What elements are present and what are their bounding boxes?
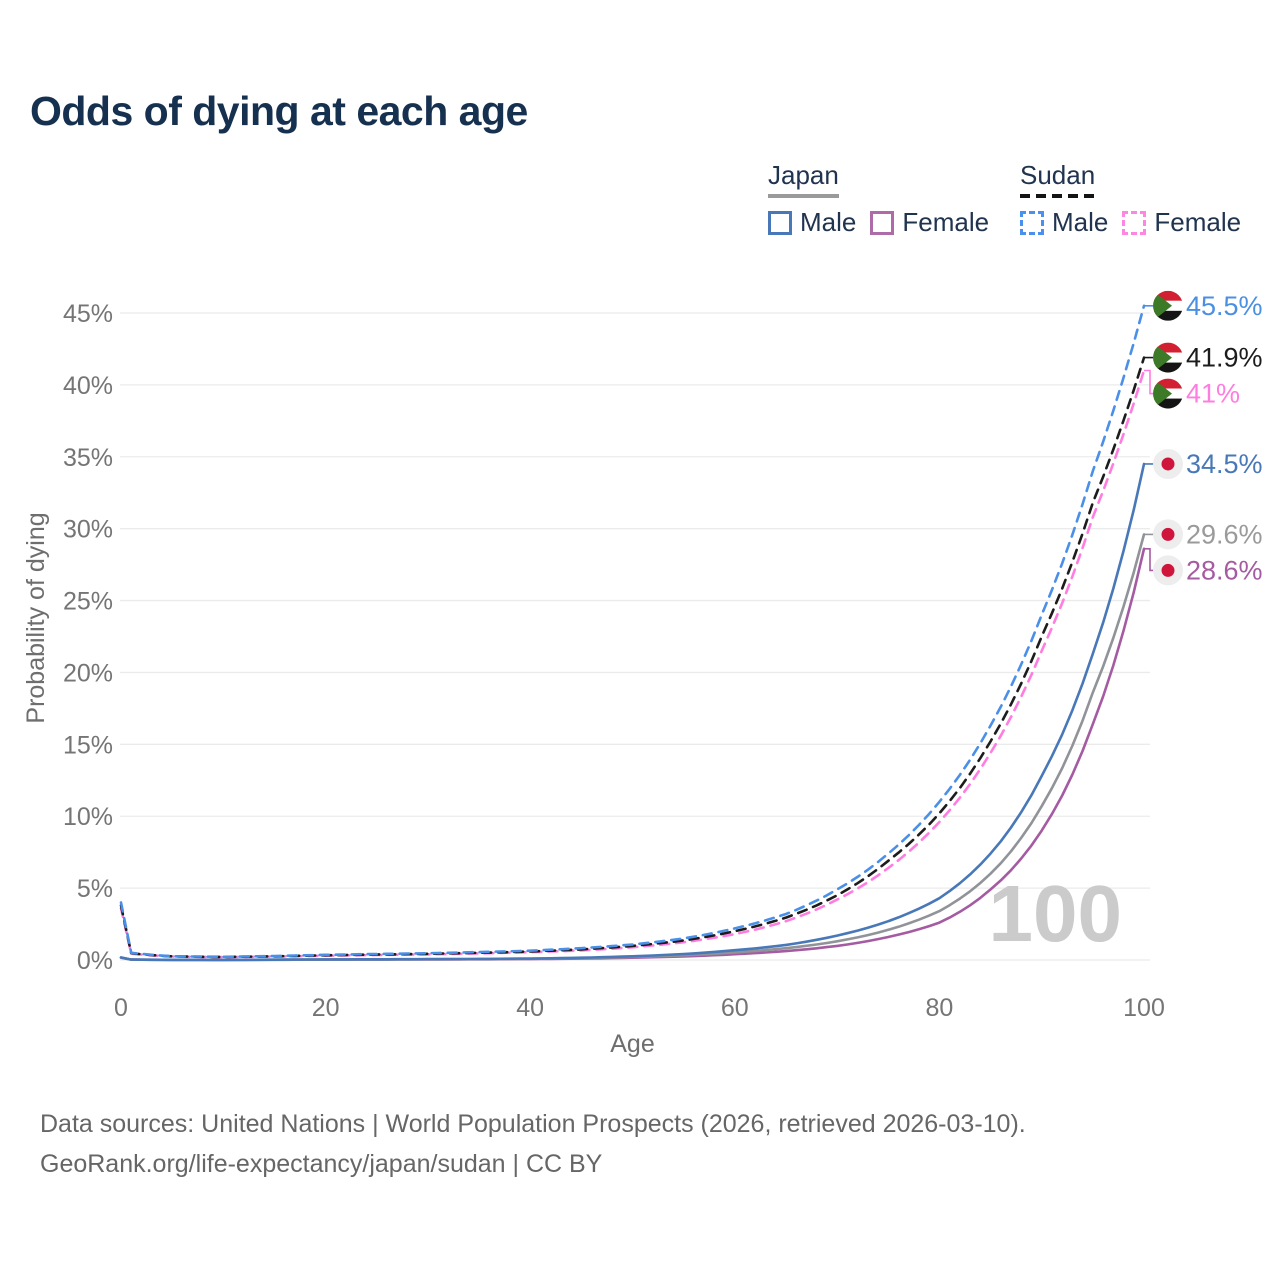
legend-group-japan-label: Japan bbox=[768, 160, 839, 190]
y-tick-label: 20% bbox=[63, 659, 113, 687]
y-tick-label: 40% bbox=[63, 372, 113, 400]
end-label-japan-male: 34.5% bbox=[1186, 449, 1263, 479]
legend-item-label: Male bbox=[1052, 207, 1109, 237]
japan-female-swatch-icon bbox=[870, 210, 895, 235]
x-tick-label: 40 bbox=[516, 994, 544, 1022]
legend-item-sudan-female[interactable]: Female bbox=[1122, 207, 1241, 238]
y-tick-label: 0% bbox=[77, 947, 113, 975]
japan-flag-icon bbox=[1153, 519, 1183, 550]
y-tick-label: 10% bbox=[63, 803, 113, 831]
legend-item-sudan-male[interactable]: Male bbox=[1020, 207, 1108, 238]
end-label-japan-female: 28.6% bbox=[1186, 555, 1263, 585]
sudan-male-swatch-icon bbox=[1020, 210, 1044, 235]
end-label-japan-both-sexes: 29.6% bbox=[1186, 519, 1263, 549]
end-label-sudan-male: 45.5% bbox=[1186, 291, 1263, 321]
japan-flag-icon bbox=[1153, 555, 1183, 586]
y-tick-label: 5% bbox=[77, 875, 113, 903]
japan-flag-icon bbox=[1153, 448, 1183, 479]
page-title: Odds of dying at each age bbox=[30, 88, 528, 134]
curve-sudan-both-sexes bbox=[119, 356, 1146, 959]
sudan-line-style-icon bbox=[1020, 194, 1096, 198]
legend-item-japan-male[interactable]: Male bbox=[768, 207, 856, 238]
x-tick-label: 60 bbox=[721, 994, 749, 1022]
chart-legend: Japan Male Female Sudan bbox=[0, 160, 1280, 250]
legend-group-sudan: Sudan Male Female bbox=[1020, 160, 1241, 238]
y-tick-label: 25% bbox=[63, 588, 113, 616]
x-tick-label: 20 bbox=[312, 994, 340, 1022]
legend-item-label: Male bbox=[800, 207, 857, 237]
x-axis-title: Age bbox=[610, 1030, 654, 1058]
sudan-flag-icon bbox=[1153, 378, 1183, 409]
age-ticker-watermark: 100 bbox=[989, 869, 1122, 958]
legend-item-japan-female[interactable]: Female bbox=[870, 207, 989, 238]
legend-group-sudan-label: Sudan bbox=[1020, 160, 1096, 190]
sudan-flag-icon bbox=[1153, 290, 1183, 321]
chart-footer: Data sources: United Nations | World Pop… bbox=[40, 1104, 1026, 1184]
x-tick-label: 100 bbox=[1123, 994, 1165, 1022]
legend-item-label: Female bbox=[1154, 207, 1242, 237]
end-label-sudan-both-sexes: 41.9% bbox=[1186, 343, 1263, 373]
legend-header-sudan: Sudan bbox=[1020, 160, 1096, 198]
end-label-sudan-female: 41% bbox=[1186, 379, 1240, 409]
curve-sudan-male bbox=[119, 304, 1146, 959]
x-tick-label: 0 bbox=[114, 994, 128, 1022]
legend-header-japan: Japan bbox=[768, 160, 839, 198]
end-label-connector bbox=[1144, 547, 1154, 572]
y-tick-label: 45% bbox=[63, 300, 113, 328]
attribution-line: GeoRank.org/life-expectancy/japan/sudan … bbox=[40, 1150, 603, 1178]
y-axis-title: Probability of dying bbox=[22, 512, 50, 723]
mortality-line-chart: 0% 5% 10% 15% 20% 25% 30% 35% 40% 45% 0 20 40 60 80 100… bbox=[22, 290, 1263, 1058]
sudan-female-swatch-icon bbox=[1122, 210, 1147, 235]
japan-male-swatch-icon bbox=[768, 210, 792, 235]
sudan-flag-icon bbox=[1153, 342, 1183, 373]
legend-group-japan: Japan Male Female bbox=[768, 160, 989, 238]
y-tick-label: 15% bbox=[63, 731, 113, 759]
y-tick-label: 35% bbox=[63, 444, 113, 472]
y-tick-label: 30% bbox=[63, 516, 113, 544]
curve-japan-male bbox=[119, 462, 1146, 962]
japan-line-style-icon bbox=[768, 194, 839, 198]
legend-item-label: Female bbox=[902, 207, 990, 237]
x-tick-label: 80 bbox=[925, 994, 953, 1022]
data-sources-line: Data sources: United Nations | World Pop… bbox=[40, 1110, 1026, 1138]
end-label-connector bbox=[1144, 369, 1154, 395]
